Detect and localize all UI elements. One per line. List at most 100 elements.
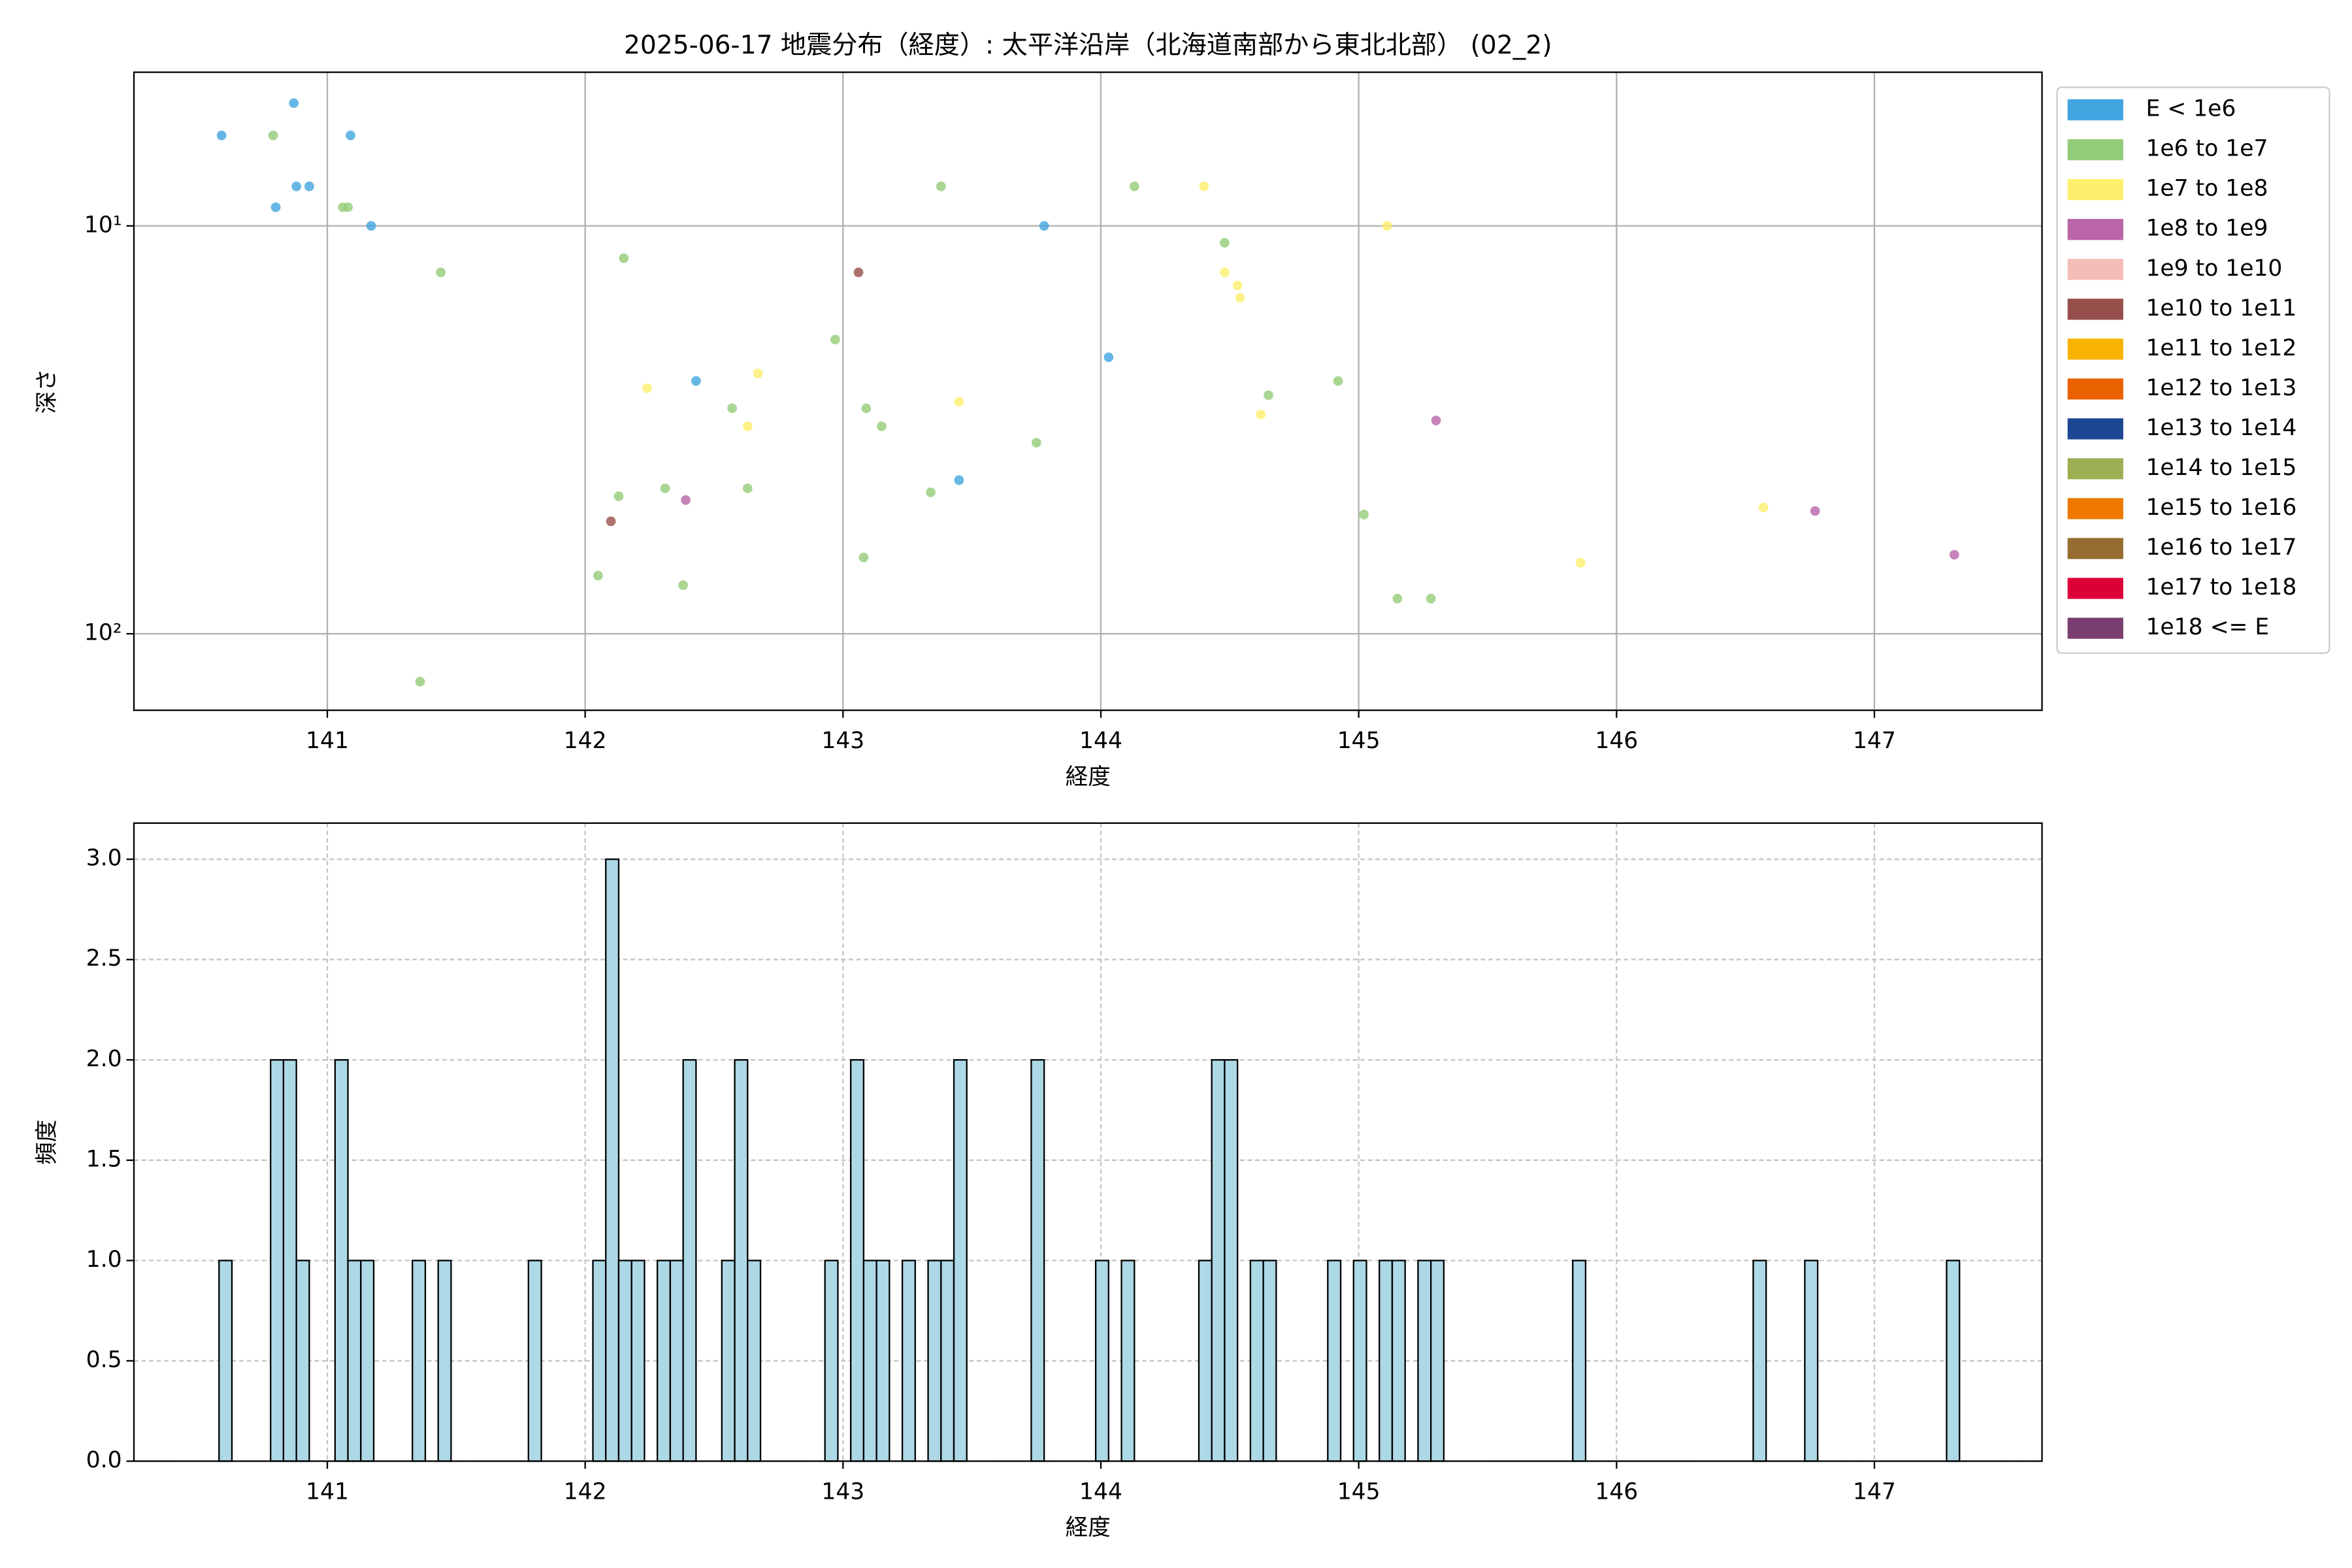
- scatter-point: [436, 267, 446, 278]
- scatter-point: [593, 570, 603, 581]
- histogram-bar: [630, 1260, 645, 1462]
- histogram-bar: [1094, 1260, 1109, 1462]
- x-tick-label: 142: [564, 1478, 607, 1505]
- histogram-bar: [360, 1260, 375, 1462]
- legend-label: 1e17 to 1e18: [2146, 574, 2296, 600]
- legend-label: 1e10 to 1e11: [2146, 295, 2296, 321]
- scatter-point: [681, 495, 691, 505]
- y-tick-label: 1.5: [86, 1146, 122, 1172]
- scatter-point: [954, 397, 964, 407]
- legend-swatch: [2067, 179, 2123, 201]
- scatter-point: [613, 491, 624, 501]
- scatter-point: [853, 267, 864, 278]
- histogram-bar: [1804, 1260, 1819, 1462]
- x-tick-label: 146: [1595, 728, 1638, 754]
- scatter-point: [1220, 238, 1230, 248]
- histogram-bar: [824, 1260, 839, 1462]
- histogram-bar: [347, 1260, 362, 1462]
- scatter-point: [1039, 221, 1049, 231]
- histogram-bar: [1327, 1260, 1342, 1462]
- histogram-bar: [1224, 1059, 1239, 1462]
- scatter-point: [291, 181, 302, 191]
- scatter-point: [1359, 510, 1369, 519]
- histogram-bar: [412, 1260, 427, 1462]
- scatter-point: [936, 181, 946, 191]
- legend-label: 1e12 to 1e13: [2146, 375, 2296, 401]
- scatter-point: [1103, 352, 1114, 363]
- scatter-point: [366, 221, 376, 231]
- histogram-bar: [1417, 1260, 1432, 1462]
- histogram-bar: [592, 1260, 607, 1462]
- y-tick-label: 10¹: [84, 212, 122, 238]
- scatter-point: [606, 516, 616, 527]
- legend-swatch: [2067, 418, 2123, 440]
- scatter-point: [270, 202, 281, 212]
- scatter-point: [830, 335, 840, 345]
- histogram-bar: [437, 1260, 452, 1462]
- x-tick-label: 141: [306, 1478, 349, 1505]
- scatter-point: [619, 253, 629, 263]
- scatter-point: [861, 403, 872, 414]
- histogram-bar: [747, 1260, 762, 1462]
- y-tick-label: 1.0: [86, 1247, 122, 1273]
- scatter-point: [346, 130, 355, 140]
- legend-swatch: [2067, 338, 2123, 360]
- histogram-bar: [1430, 1260, 1445, 1462]
- scatter-point: [1949, 549, 1959, 560]
- legend-label: 1e7 to 1e8: [2146, 176, 2268, 202]
- legend-label: 1e8 to 1e9: [2146, 216, 2268, 242]
- scatter-point: [660, 483, 670, 493]
- histogram-bar: [1352, 1260, 1367, 1462]
- histogram-bar: [1391, 1260, 1406, 1462]
- scatter-point: [1431, 416, 1441, 426]
- legend-swatch: [2067, 99, 2123, 121]
- legend-label: 1e13 to 1e14: [2146, 415, 2296, 441]
- y-axis-label: 頻度: [34, 1120, 60, 1165]
- scatter-point: [1256, 410, 1266, 419]
- legend-label: 1e16 to 1e17: [2146, 534, 2296, 561]
- scatter-point: [1758, 502, 1769, 513]
- scatter-point: [268, 130, 278, 140]
- histogram-bar: [1211, 1059, 1226, 1462]
- histogram-bar: [1379, 1260, 1394, 1462]
- y-tick-label: 2.0: [86, 1046, 122, 1072]
- histogram-bar: [875, 1260, 890, 1462]
- legend-swatch: [2067, 578, 2123, 599]
- scatter-point: [742, 483, 753, 493]
- legend-swatch: [2067, 498, 2123, 519]
- scatter-point: [1426, 593, 1436, 604]
- histogram-bar: [1198, 1260, 1213, 1462]
- x-tick-label: 142: [564, 728, 607, 754]
- legend-box: [2056, 86, 2330, 654]
- scatter-point: [1382, 221, 1392, 231]
- x-tick-label: 147: [1853, 1478, 1896, 1505]
- y-axis-label: 深さ: [34, 368, 60, 414]
- histogram-bar: [527, 1260, 542, 1462]
- histogram-bar: [617, 1260, 632, 1462]
- legend-swatch: [2067, 139, 2123, 161]
- scatter-point: [727, 403, 737, 414]
- y-tick-label: 3.0: [86, 845, 122, 872]
- scatter-point: [926, 487, 936, 497]
- legend-label: E < 1e6: [2146, 96, 2236, 122]
- legend-label: 1e15 to 1e16: [2146, 495, 2296, 521]
- x-tick-label: 145: [1337, 728, 1380, 754]
- scatter-point: [1031, 438, 1041, 448]
- histogram-bar: [282, 1059, 297, 1462]
- x-axis-label: 経度: [1066, 1515, 1111, 1541]
- legend-label: 1e9 to 1e10: [2146, 255, 2282, 282]
- scatter-point: [1129, 181, 1139, 191]
- scatter-point: [642, 383, 652, 393]
- histogram-bar: [940, 1260, 955, 1462]
- histogram-bar: [295, 1260, 310, 1462]
- x-tick-label: 144: [1079, 1478, 1122, 1505]
- scatter-point: [415, 676, 425, 687]
- scatter-point: [742, 421, 753, 431]
- histogram-bar: [657, 1260, 672, 1462]
- axes-frame: [133, 71, 2043, 711]
- x-tick-label: 145: [1337, 1478, 1380, 1505]
- y-tick-label: 0.0: [86, 1447, 122, 1473]
- x-tick-label: 144: [1079, 728, 1122, 754]
